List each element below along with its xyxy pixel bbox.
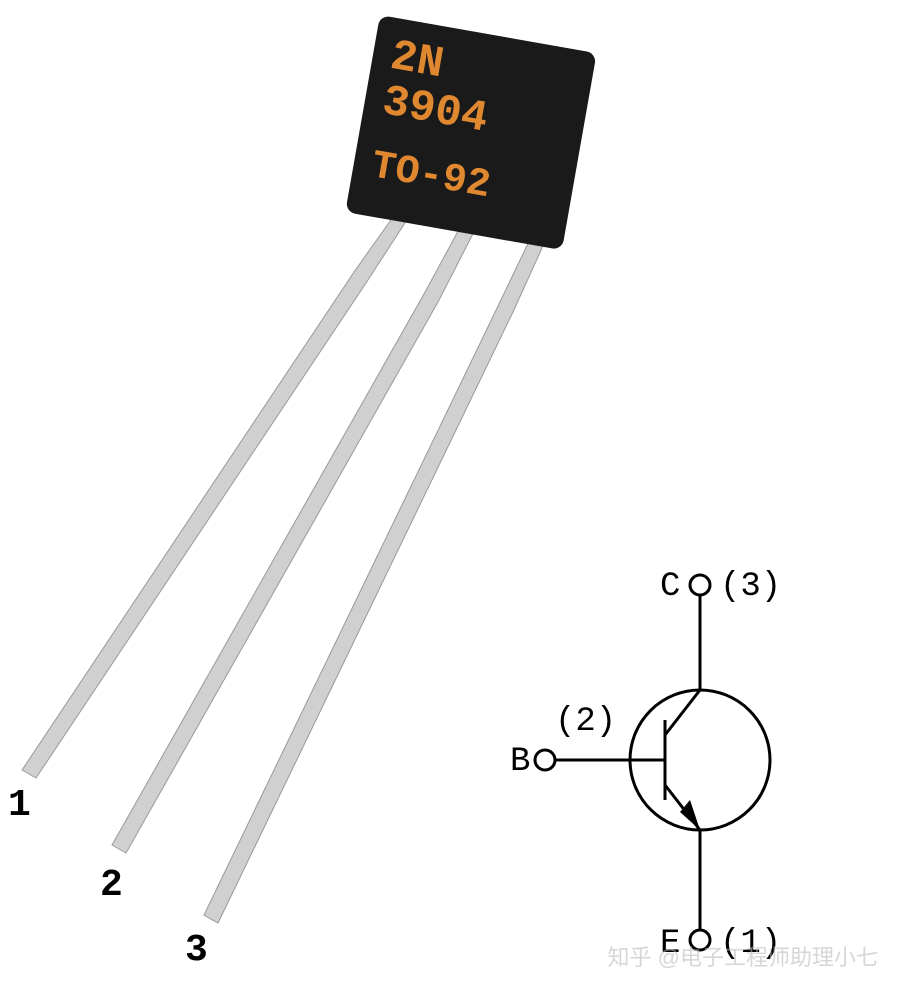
transistor-body-group: 2N 3904 TO-92 <box>345 15 596 250</box>
lead-3 <box>204 233 547 923</box>
diagram-container: 2N 3904 TO-92 1 2 3 <box>0 0 918 982</box>
pin-number-3: 3 <box>185 929 208 972</box>
collector-label: C <box>660 568 680 606</box>
collector-pin: (3) <box>720 568 781 606</box>
base-label: B <box>510 743 530 781</box>
transistor-diagram: 2N 3904 TO-92 1 2 3 <box>0 0 918 982</box>
pin-number-2: 2 <box>100 864 123 907</box>
transistor-leads <box>22 210 547 923</box>
collector-terminal <box>690 575 710 595</box>
watermark: 知乎 @电子工程师助理小七 <box>608 940 878 972</box>
base-terminal <box>535 750 555 770</box>
schematic-symbol: C (3) B (2) E (1) <box>510 568 781 963</box>
pin-number-1: 1 <box>8 784 31 827</box>
base-pin: (2) <box>555 703 616 741</box>
